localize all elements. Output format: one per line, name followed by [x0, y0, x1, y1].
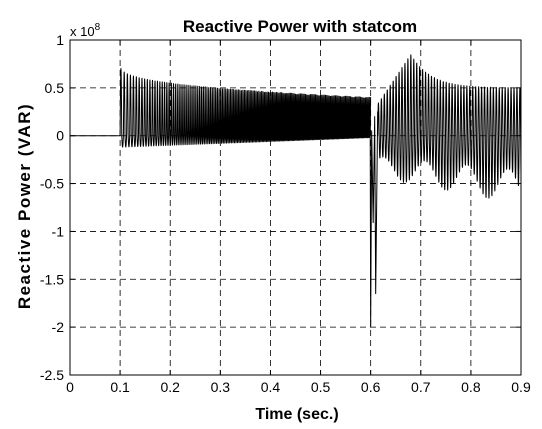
y-tick-label: -2 [52, 319, 65, 335]
x-tick-label: 0 [66, 379, 74, 395]
y-multiplier-base: x 10 [70, 24, 95, 39]
x-tick-label: 0.2 [160, 379, 180, 395]
y-tick-label: -1 [52, 223, 65, 239]
x-axis-ticks: 0 0.1 0.2 0.3 0.4 0.5 0.6 0.7 0.8 0.9 [66, 40, 531, 395]
plot-area [70, 40, 521, 375]
x-tick-label: 0.4 [261, 379, 281, 395]
x-tick-label: 0.1 [110, 379, 130, 395]
plot-frame [69, 39, 522, 376]
x-axis-label: Time (sec.) [255, 406, 338, 423]
y-tick-label: -2.5 [40, 367, 64, 383]
x-tick-label: 0.9 [511, 379, 531, 395]
x-tick-label: 0.8 [461, 379, 481, 395]
y-axis-ticks: 1 0.5 0 -0.5 -1 -1.5 -2 -2.5 [40, 32, 521, 383]
x-tick-label: 0.6 [361, 379, 381, 395]
reactive-power-line [70, 54, 522, 328]
x-tick-label: 0.7 [411, 379, 431, 395]
x-tick-label: 0.5 [311, 379, 331, 395]
y-multiplier-exponent: 8 [95, 22, 101, 33]
x-tick-label: 0.3 [211, 379, 231, 395]
y-tick-label: -0.5 [40, 176, 64, 192]
y-axis-label: Reactive Power (VAR) [15, 103, 34, 309]
y-tick-label: -1.5 [40, 271, 64, 287]
y-tick-label: 0 [56, 128, 64, 144]
chart-title: Reactive Power with statcom [183, 17, 417, 36]
y-multiplier: x 108 [70, 22, 101, 39]
y-tick-label: 1 [56, 32, 64, 48]
signal-series [70, 54, 522, 328]
y-tick-label: 0.5 [45, 80, 65, 96]
